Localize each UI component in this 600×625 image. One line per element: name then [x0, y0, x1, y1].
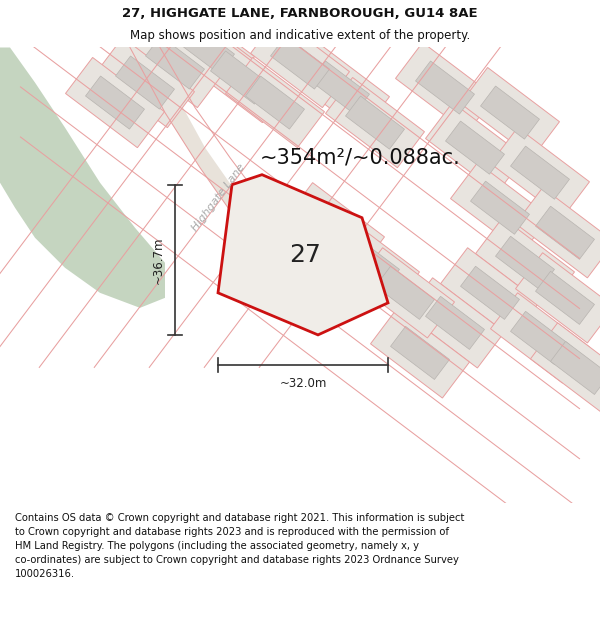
Polygon shape — [536, 206, 595, 259]
Text: ~36.7m: ~36.7m — [152, 236, 165, 284]
Polygon shape — [451, 162, 550, 253]
Text: 27: 27 — [289, 242, 321, 267]
Polygon shape — [391, 326, 449, 379]
Polygon shape — [470, 181, 529, 234]
Text: 27, HIGHGATE LANE, FARNBOROUGH, GU14 8AE: 27, HIGHGATE LANE, FARNBOROUGH, GU14 8AE — [122, 7, 478, 20]
Polygon shape — [395, 42, 494, 132]
Text: Map shows position and indicative extent of the property.: Map shows position and indicative extent… — [130, 29, 470, 42]
Polygon shape — [146, 36, 205, 89]
Polygon shape — [290, 42, 389, 132]
Polygon shape — [211, 51, 269, 104]
Polygon shape — [218, 174, 388, 335]
Polygon shape — [440, 248, 539, 338]
Polygon shape — [286, 182, 385, 273]
Polygon shape — [461, 68, 559, 158]
Text: Contains OS data © Crown copyright and database right 2021. This information is : Contains OS data © Crown copyright and d… — [15, 513, 464, 579]
Polygon shape — [0, 48, 165, 308]
Polygon shape — [346, 96, 404, 149]
Text: Highgate Lane: Highgate Lane — [190, 162, 247, 233]
Polygon shape — [271, 36, 329, 89]
Polygon shape — [326, 78, 424, 168]
Polygon shape — [476, 217, 574, 308]
Polygon shape — [536, 271, 595, 324]
Polygon shape — [376, 266, 434, 319]
Polygon shape — [356, 248, 454, 338]
Polygon shape — [511, 146, 569, 199]
Polygon shape — [155, 2, 254, 92]
Polygon shape — [176, 21, 235, 74]
Polygon shape — [320, 217, 419, 308]
Polygon shape — [65, 58, 164, 148]
Polygon shape — [515, 188, 600, 278]
Polygon shape — [530, 323, 600, 413]
Polygon shape — [425, 102, 524, 192]
Polygon shape — [130, 48, 325, 298]
Polygon shape — [406, 278, 505, 368]
Polygon shape — [305, 201, 364, 254]
Polygon shape — [311, 61, 370, 114]
Polygon shape — [116, 56, 175, 109]
Polygon shape — [95, 38, 194, 128]
Text: ~32.0m: ~32.0m — [280, 377, 326, 390]
Polygon shape — [245, 76, 304, 129]
Polygon shape — [491, 127, 589, 218]
Polygon shape — [461, 266, 520, 319]
Polygon shape — [341, 236, 400, 289]
Polygon shape — [515, 253, 600, 343]
Polygon shape — [191, 32, 289, 123]
Polygon shape — [425, 296, 484, 349]
Polygon shape — [86, 76, 145, 129]
Polygon shape — [551, 341, 600, 394]
Polygon shape — [125, 18, 224, 108]
Polygon shape — [481, 86, 539, 139]
Polygon shape — [511, 311, 569, 364]
Polygon shape — [446, 121, 505, 174]
Polygon shape — [496, 236, 554, 289]
Polygon shape — [371, 308, 469, 398]
Polygon shape — [226, 58, 325, 148]
Text: ~354m²/~0.088ac.: ~354m²/~0.088ac. — [260, 148, 460, 168]
Polygon shape — [416, 61, 475, 114]
Polygon shape — [491, 292, 589, 383]
Polygon shape — [251, 18, 349, 108]
